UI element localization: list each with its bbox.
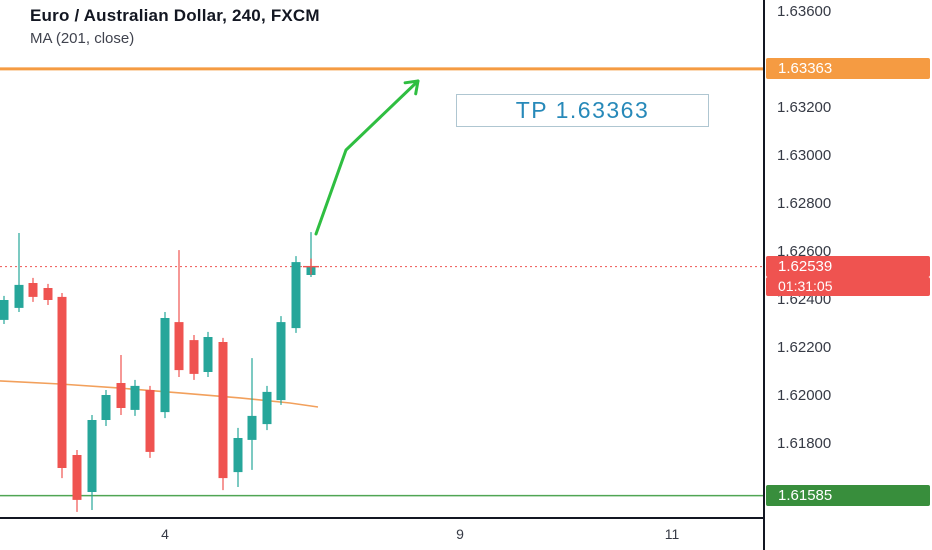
chart-canvas[interactable] xyxy=(0,0,763,517)
candle-body xyxy=(87,420,97,492)
chart-plot-area[interactable]: Euro / Australian Dollar, 240, FXCM MA (… xyxy=(0,0,763,517)
price-axis[interactable]: 1.63600 1.63200 1.63000 1.62800 1.62600 1.624… xyxy=(765,0,932,550)
candle-body xyxy=(14,284,24,308)
indicator-legend-ma[interactable]: MA (201, close) xyxy=(30,30,135,47)
candle-body xyxy=(160,318,170,413)
candle-body xyxy=(276,322,286,401)
price-axis-separator xyxy=(763,0,765,550)
price-axis-label: 1.62000 xyxy=(777,387,832,404)
countdown-badge: 01:31:05 xyxy=(766,277,930,297)
price-axis-label: 1.63600 xyxy=(777,3,832,20)
candle-body xyxy=(101,395,111,420)
time-axis-label: 4 xyxy=(161,526,169,542)
candle-body xyxy=(72,455,82,500)
price-axis-label: 1.62600 xyxy=(777,243,832,260)
candle-body xyxy=(247,415,257,440)
price-axis-label: 1.62200 xyxy=(777,339,832,356)
candle-body xyxy=(130,385,140,410)
price-axis-label: 1.63200 xyxy=(777,99,832,116)
price-axis-label: 1.61800 xyxy=(777,435,832,452)
candle-body xyxy=(218,342,228,479)
candle-body xyxy=(174,322,184,371)
candle-body xyxy=(203,337,213,372)
trend-arrow[interactable] xyxy=(314,79,420,236)
price-axis-label: 1.62800 xyxy=(777,195,832,212)
tp-text-annotation[interactable]: TP 1.63363 xyxy=(456,94,709,127)
price-axis-label: 1.63000 xyxy=(777,147,832,164)
tp-price-badge: 1.63363 xyxy=(766,58,930,80)
support-price-badge: 1.61585 xyxy=(766,485,930,507)
time-axis-label: 11 xyxy=(664,526,680,542)
candle-body xyxy=(57,296,67,468)
time-axis[interactable]: 4 9 11 xyxy=(0,519,763,550)
candle-body xyxy=(145,390,155,452)
candle-body xyxy=(233,438,243,473)
candle-body xyxy=(189,340,199,374)
candle-body xyxy=(262,391,272,425)
candle-body xyxy=(28,283,38,297)
time-axis-label: 9 xyxy=(456,526,464,542)
candle-body xyxy=(291,262,301,329)
candle-body xyxy=(116,383,126,408)
candle-body xyxy=(0,300,9,320)
tp-label-text: TP 1.63363 xyxy=(515,97,650,123)
chart-legend: Euro / Australian Dollar, 240, FXCM MA (… xyxy=(30,6,320,47)
trend-arrow-head xyxy=(403,79,420,96)
time-axis-separator xyxy=(0,517,765,519)
candle-body xyxy=(43,288,53,300)
current-price-badge: 1.62539 xyxy=(766,256,930,278)
symbol-title[interactable]: Euro / Australian Dollar, 240, FXCM xyxy=(30,6,320,25)
